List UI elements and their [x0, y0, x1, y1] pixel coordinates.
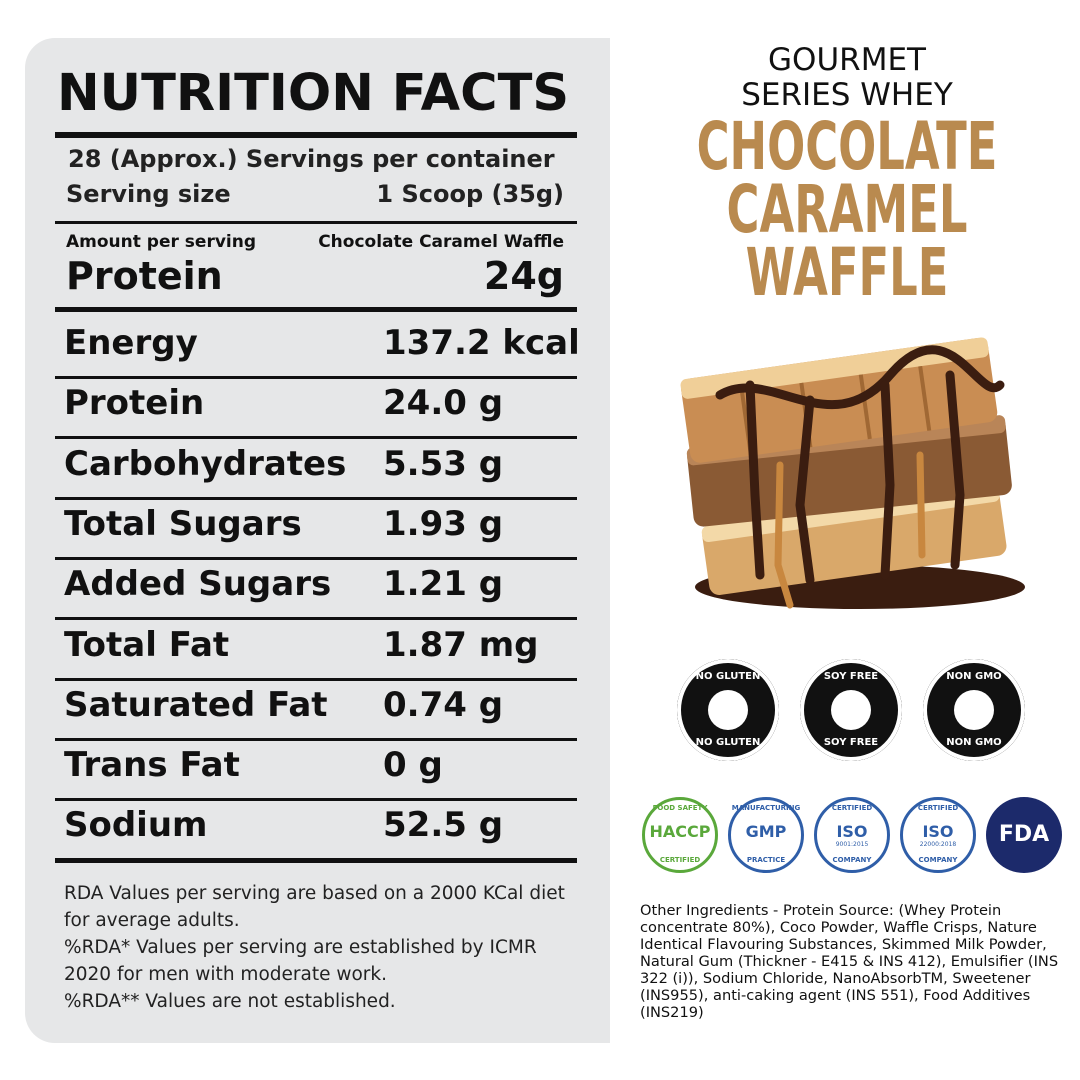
series-name: SERIES WHEY	[741, 77, 953, 113]
nutrition-panel	[25, 38, 610, 1043]
badge-text: NO GLUTEN	[695, 671, 761, 682]
nutrient-amount: 1.93 g	[383, 503, 504, 544]
nutrient-name: Energy	[64, 323, 198, 363]
cert-main: HACCP	[649, 822, 711, 841]
badge-text: SOY FREE	[823, 671, 879, 682]
divider	[55, 737, 577, 741]
nutrient-name: Sodium	[64, 805, 208, 846]
cert-main: FDA	[998, 822, 1050, 847]
certification: MANUFACTURING GMP PRACTICE	[728, 797, 804, 873]
divider	[55, 556, 577, 560]
nutrient-name: Saturated Fat	[64, 684, 328, 725]
nutrient-amount: 52.5 g	[383, 805, 504, 846]
divider	[55, 221, 577, 224]
nutrient-name: Added Sugars	[64, 564, 332, 605]
amount-label: Amount per serving	[66, 232, 257, 252]
nutrient-name: Carbohydrates	[64, 443, 347, 484]
certification: FOOD SAFETY HACCP CERTIFIED	[642, 797, 718, 873]
badge-text: NO GLUTEN	[695, 737, 761, 748]
waffle-image	[680, 337, 1025, 609]
cert-sub: 22000:2018	[919, 841, 957, 848]
cert-main: ISO	[836, 822, 868, 841]
badge: SOY FREE SOY FREE	[800, 659, 902, 761]
flavor-label: Chocolate Caramel Waffle	[318, 232, 564, 252]
badge-icon	[831, 690, 871, 730]
badge: NO GLUTEN NO GLUTEN	[677, 659, 779, 761]
nutrient-name: Total Fat	[64, 624, 230, 665]
notes: RDA Values per serving are based on a 20…	[64, 880, 574, 1015]
badge-icon	[954, 690, 994, 730]
cert-bottom: CERTIFIED	[659, 856, 701, 864]
cert-top: MANUFACTURING	[731, 804, 801, 812]
divider	[55, 677, 577, 681]
divider	[55, 858, 577, 864]
certification: CERTIFIED ISO 9001:2015 COMPANY	[814, 797, 890, 873]
nutrient-name: Trans Fat	[64, 745, 240, 786]
nutrient-name: Protein	[64, 383, 205, 424]
nutrient-amount: 137.2 kcal	[383, 323, 580, 363]
nutrient-amount: 1.21 g	[383, 564, 504, 605]
certification: CERTIFIED ISO 22000:2018 COMPANY	[900, 797, 976, 873]
serving-size: 1 Scoop (35g)	[376, 180, 564, 208]
nutrient-amount: 5.53 g	[383, 443, 504, 484]
cert-top: FOOD SAFETY	[652, 804, 708, 812]
ingredients: Other Ingredients - Protein Source: (Whe…	[640, 902, 1059, 1021]
cert-top: CERTIFIED	[917, 804, 959, 812]
cert-bottom: COMPANY	[832, 856, 872, 864]
divider	[55, 798, 577, 802]
note: RDA Values per serving are based on a 20…	[64, 883, 565, 931]
badge-icon	[708, 690, 748, 730]
divider	[55, 307, 577, 312]
certification: FDA	[986, 797, 1062, 873]
badge-text: NON GMO	[946, 671, 1002, 682]
cert-main: ISO	[922, 822, 954, 841]
cert-sub: 9001:2015	[835, 841, 869, 848]
divider	[55, 132, 577, 138]
cert-main: GMP	[745, 822, 787, 841]
divider	[55, 376, 577, 379]
badge-text: SOY FREE	[823, 737, 879, 748]
headline-nutrient: Protein	[66, 254, 223, 298]
panel-title: NUTRITION FACTS	[57, 64, 570, 123]
divider	[55, 436, 577, 440]
nutrient-amount: 0 g	[383, 745, 443, 786]
note: %RDA** Values are not established.	[64, 991, 396, 1012]
badge: NON GMO NON GMO	[923, 659, 1025, 761]
serving-size-label: Serving size	[66, 180, 231, 208]
cert-bottom: PRACTICE	[746, 856, 786, 864]
nutrient-amount: 1.87 mg	[383, 624, 539, 665]
flavor-name: CARAMEL	[726, 171, 968, 248]
nutrient-amount: 24.0 g	[383, 383, 504, 424]
flavor-name: WAFFLE	[745, 234, 949, 311]
headline-amount: 24g	[483, 254, 564, 298]
cert-bottom: COMPANY	[918, 856, 958, 864]
nutrient-name: Total Sugars	[64, 503, 302, 544]
flavor-name: CHOCOLATE	[696, 108, 998, 185]
badge-text: NON GMO	[946, 737, 1002, 748]
cert-top: CERTIFIED	[831, 804, 873, 812]
nutrient-amount: 0.74 g	[383, 684, 504, 725]
series-name: GOURMET	[768, 42, 926, 78]
divider	[55, 496, 577, 500]
servings: 28 (Approx.) Servings per container	[68, 145, 555, 173]
note: %RDA* Values per serving are established…	[64, 937, 537, 985]
divider	[55, 617, 577, 621]
